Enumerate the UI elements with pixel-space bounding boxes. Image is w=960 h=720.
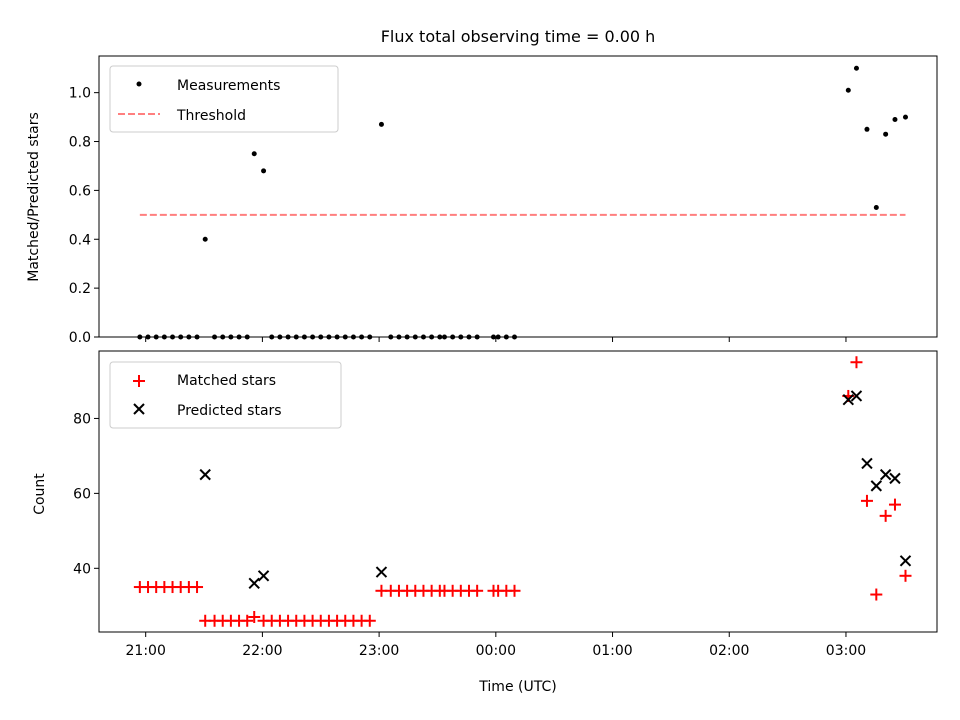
measurements-point [378,121,384,127]
measurements-point [251,151,257,157]
predicted-stars-point [199,468,211,481]
measurements-point [873,204,879,210]
measurements-point [883,131,889,137]
measurements-point [853,65,859,71]
matched-stars-point [870,588,883,601]
x-tick-label: 23:00 [359,643,399,659]
x-tick-label: 03:00 [826,643,866,659]
x-tick-label: 21:00 [126,643,166,659]
top-y-tick-label: 0.0 [69,330,91,346]
matched-stars-point [471,584,484,597]
bottom-y-tick-label: 60 [73,486,91,502]
predicted-stars-point [899,555,912,567]
legend-threshold-label: Threshold [176,108,246,124]
bottom-y-tick-label: 80 [73,411,91,427]
matched-stars-point [241,614,254,627]
top-y-tick-label: 1.0 [69,86,91,102]
top-y-tick-label: 0.4 [69,232,91,248]
top-y-tick-label: 0.2 [69,281,91,297]
measurements-point [261,168,267,174]
top-legend: Measurements Threshold [109,65,339,133]
legend-measurements-marker [136,81,142,87]
predicted-stars-point [870,480,883,492]
bottom-panel: 40 60 80 21:00 22:00 23:00 00:00 01:00 02:00 03:0… [73,356,912,659]
legend-matched-label: Matched stars [177,373,276,389]
measurements-point [902,114,908,120]
bottom-legend: Matched stars Predicted stars [109,361,342,429]
predicted-stars-point [375,566,388,578]
matched-stars-point [191,581,204,594]
matched-stars-point [899,569,912,582]
measurements-point [864,126,870,132]
top-y-tick-label: 0.6 [69,183,91,199]
legend-predicted-marker [133,403,145,415]
predicted-stars-point [889,472,901,485]
matched-stars-point [508,584,521,597]
matched-stars-point [879,509,892,522]
legend-predicted-label: Predicted stars [177,403,282,419]
bottom-plot-frame [98,350,938,633]
bottom-y-axis-label: Count [32,473,48,515]
top-legend-box [109,65,339,133]
top-panel: 0.0 0.2 0.4 0.6 0.8 1.0 [69,65,908,346]
x-tick-label: 00:00 [476,643,516,659]
bottom-legend-box [109,361,342,429]
predicted-stars-point [861,457,873,470]
chart-title: Flux total observing time = 0.00 h [381,27,656,46]
legend-matched-marker [133,375,145,387]
measurements-point [202,236,208,242]
top-y-axis-label: Matched/Predicted stars [26,112,42,282]
legend-measurements-label: Measurements [177,78,280,94]
x-tick-label: 01:00 [592,643,632,659]
predicted-stars-point [879,468,892,481]
matched-stars-point [363,614,376,627]
measurements-point [892,117,898,123]
bottom-y-tick-label: 40 [73,561,91,577]
top-y-tick-label: 0.8 [69,135,91,151]
x-axis-label: Time (UTC) [478,679,556,695]
matched-stars-point [860,494,873,507]
predicted-stars-point [850,390,863,402]
x-tick-label: 22:00 [242,643,282,659]
predicted-stars-point [248,577,260,590]
matched-stars-point [248,611,261,624]
x-tick-label: 02:00 [709,643,749,659]
measurements-point [845,87,851,93]
predicted-stars-point [257,570,270,582]
predicted-stars-point [842,393,855,406]
matched-stars-point [850,356,863,369]
top-plot-frame [98,55,938,338]
matched-stars-point [888,498,901,511]
